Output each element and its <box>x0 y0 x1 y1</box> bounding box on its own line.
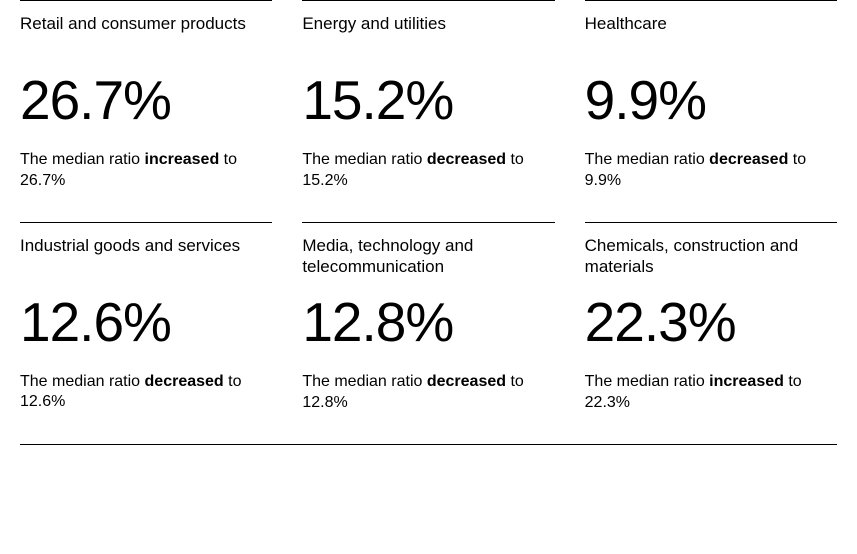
stat-card: Media, technology and telecommunication … <box>302 222 554 444</box>
card-description: The median ratio decreased to 12.8% <box>302 372 554 414</box>
desc-prefix: The median ratio <box>20 373 145 390</box>
desc-prefix: The median ratio <box>20 151 145 168</box>
desc-bold: increased <box>145 151 220 168</box>
card-title: Chemicals, construction and materials <box>585 235 837 278</box>
card-description: The median ratio decreased to 9.9% <box>585 150 837 192</box>
card-title: Media, technology and telecommunication <box>302 235 554 278</box>
card-value: 15.2% <box>302 73 554 128</box>
desc-prefix: The median ratio <box>585 151 710 168</box>
card-value: 26.7% <box>20 73 272 128</box>
card-value: 12.8% <box>302 295 554 350</box>
card-description: The median ratio decreased to 12.6% <box>20 372 272 414</box>
desc-prefix: The median ratio <box>302 151 427 168</box>
stat-card: Chemicals, construction and materials 22… <box>585 222 837 444</box>
desc-prefix: The median ratio <box>302 373 427 390</box>
stats-grid: Retail and consumer products 26.7% The m… <box>20 0 837 445</box>
card-title: Energy and utilities <box>302 13 554 55</box>
desc-bold: decreased <box>427 151 506 168</box>
card-value: 9.9% <box>585 73 837 128</box>
card-value: 12.6% <box>20 295 272 350</box>
card-description: The median ratio increased to 22.3% <box>585 372 837 414</box>
stat-card: Energy and utilities 15.2% The median ra… <box>302 0 554 222</box>
stat-card: Healthcare 9.9% The median ratio decreas… <box>585 0 837 222</box>
card-title: Healthcare <box>585 13 837 55</box>
desc-bold: decreased <box>145 373 224 390</box>
card-title: Industrial goods and services <box>20 235 272 277</box>
desc-prefix: The median ratio <box>585 373 710 390</box>
desc-bold: decreased <box>427 373 506 390</box>
desc-bold: decreased <box>709 151 788 168</box>
card-description: The median ratio decreased to 15.2% <box>302 150 554 192</box>
desc-bold: increased <box>709 373 784 390</box>
card-description: The median ratio increased to 26.7% <box>20 150 272 192</box>
card-value: 22.3% <box>585 295 837 350</box>
card-title: Retail and consumer products <box>20 13 272 55</box>
stat-card: Industrial goods and services 12.6% The … <box>20 222 272 444</box>
stat-card: Retail and consumer products 26.7% The m… <box>20 0 272 222</box>
bottom-divider <box>20 444 837 445</box>
